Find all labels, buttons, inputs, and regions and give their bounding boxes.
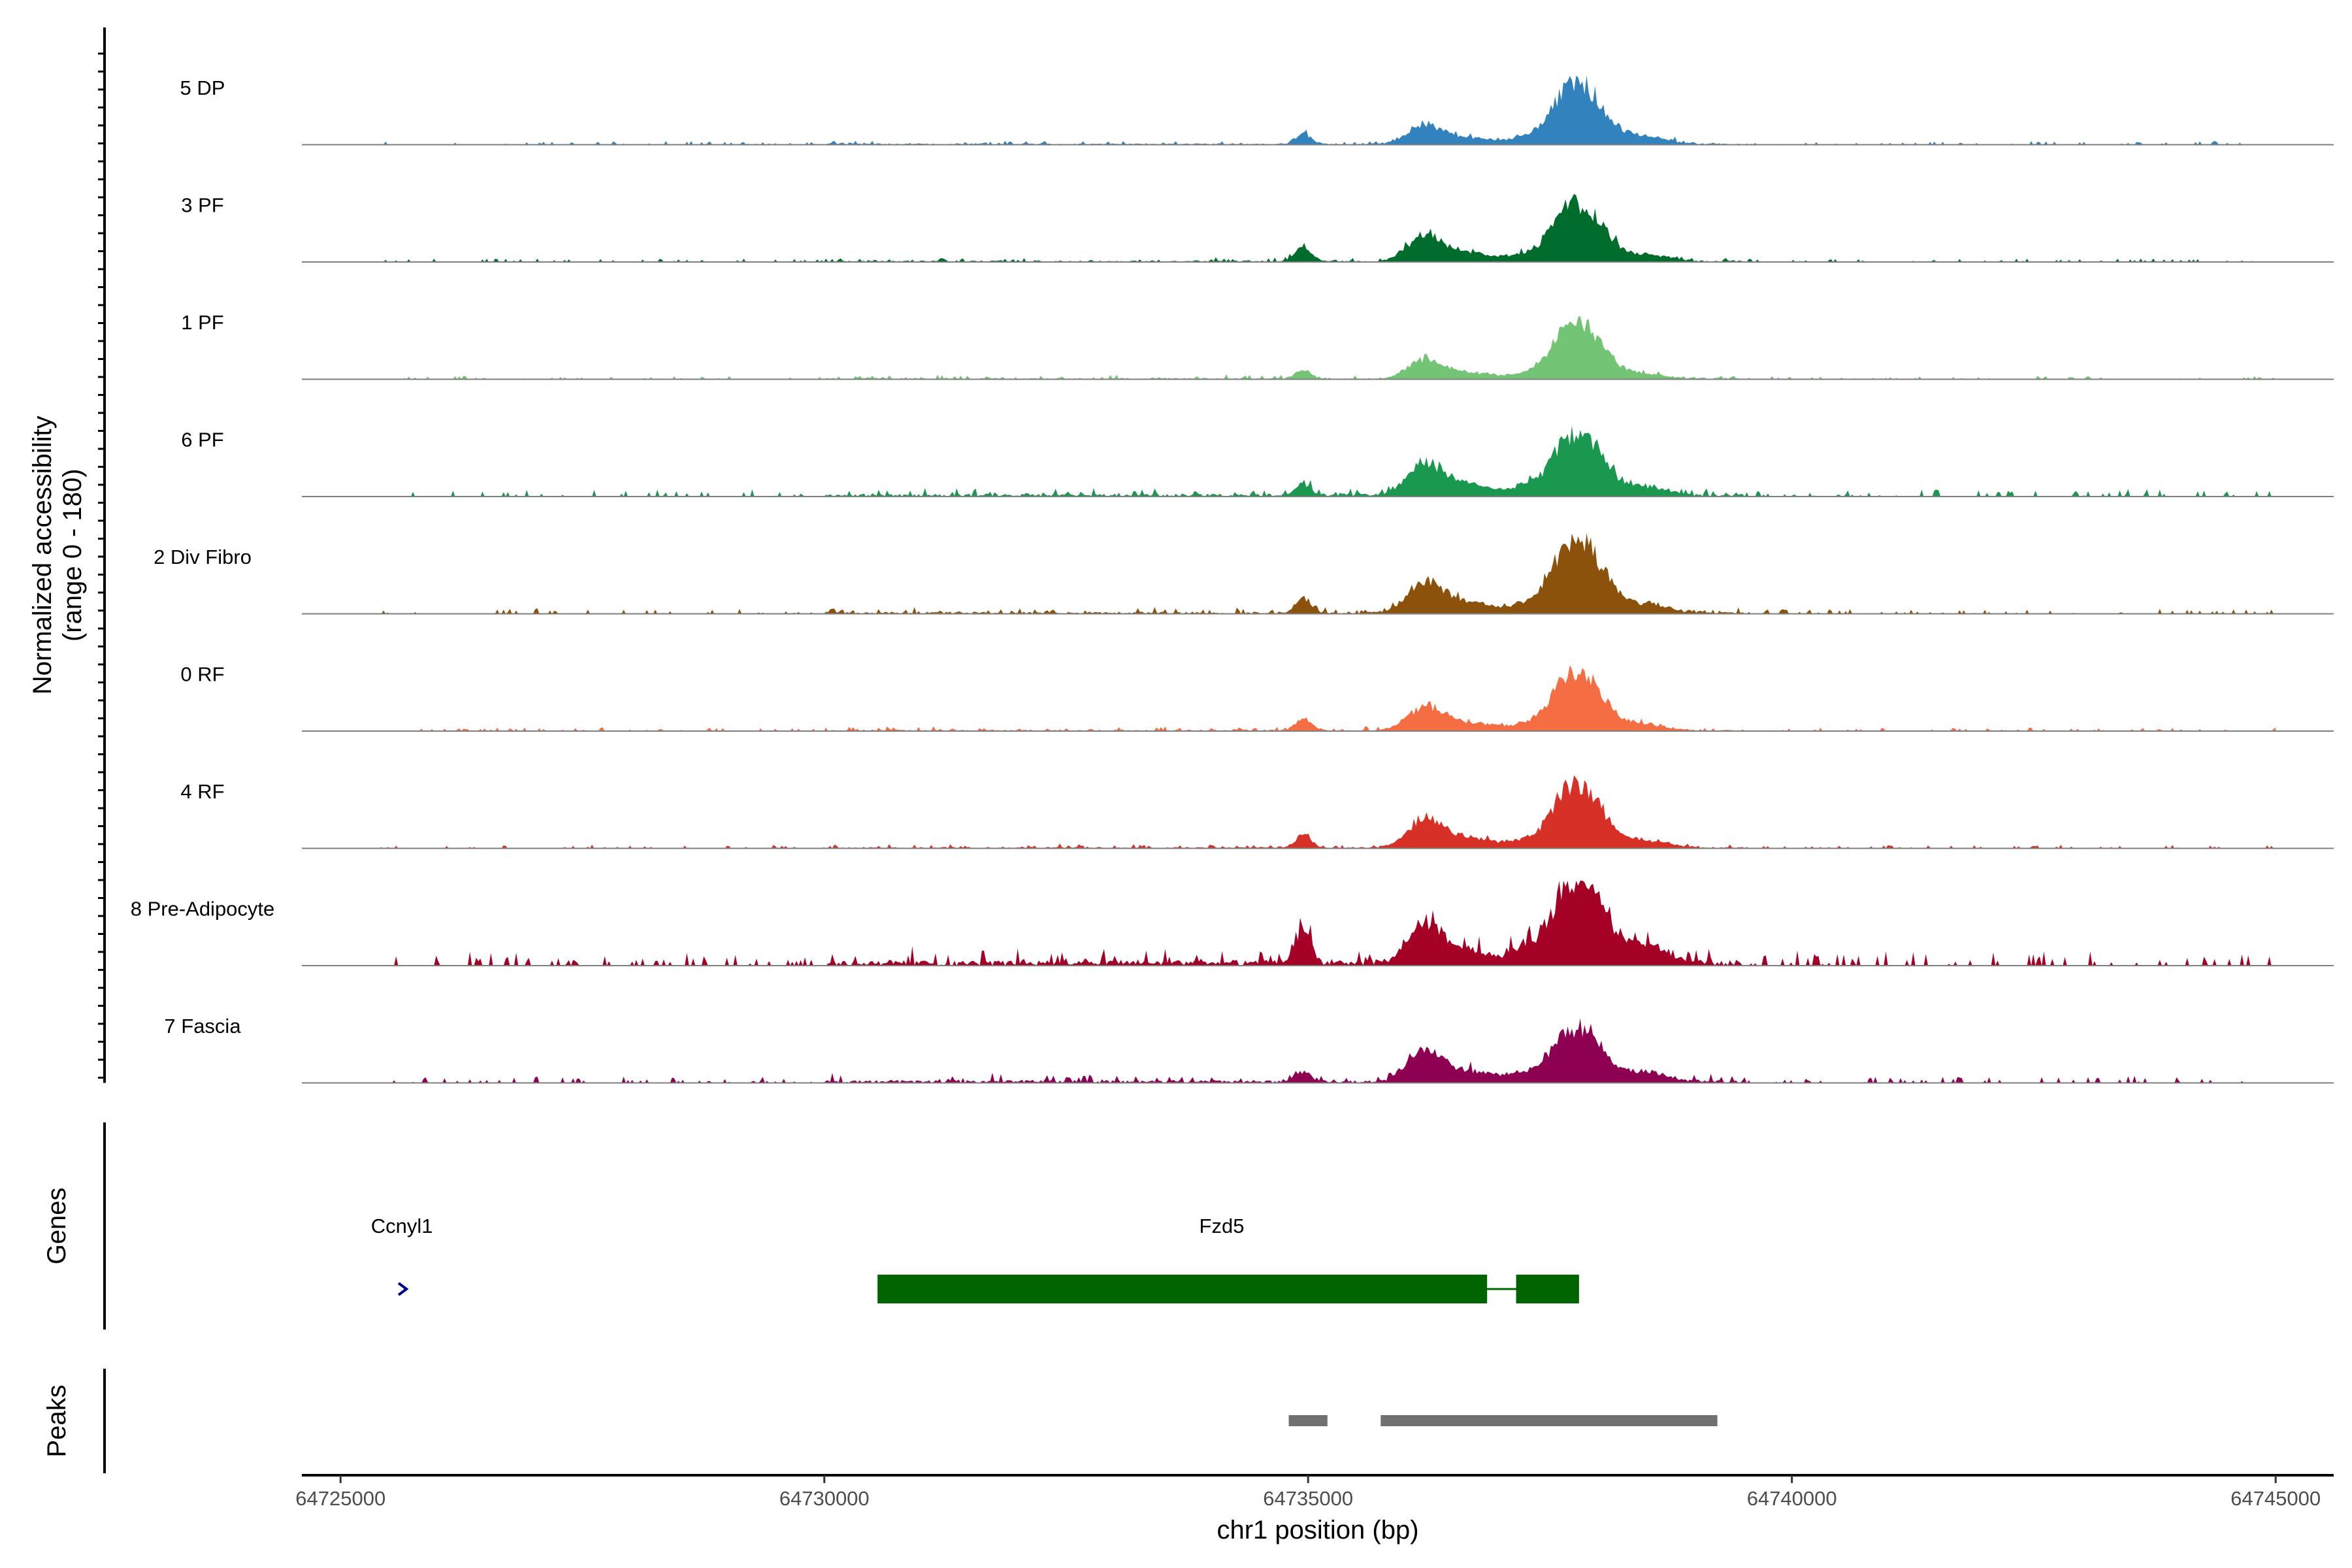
coverage-area-5-dp bbox=[379, 75, 2276, 145]
track-label: 6 PF bbox=[181, 429, 223, 451]
coverage-area-4-rf bbox=[379, 775, 2276, 849]
coverage-area-8-pre-adipocyte bbox=[379, 881, 2276, 966]
track-label: 3 PF bbox=[181, 194, 223, 217]
track-label: 4 RF bbox=[180, 780, 224, 803]
coverage-area-3-pf bbox=[379, 193, 2276, 262]
gene-exon bbox=[877, 1275, 1488, 1303]
gene-exon bbox=[1516, 1275, 1579, 1303]
track-label: 2 Div Fibro bbox=[154, 546, 252, 568]
gene-label: Fzd5 bbox=[1200, 1215, 1245, 1237]
coverage-area-1-pf bbox=[379, 316, 2276, 380]
x-tick-label: 64735000 bbox=[1263, 1487, 1353, 1510]
x-tick-label: 64740000 bbox=[1747, 1487, 1837, 1510]
x-tick-label: 64725000 bbox=[295, 1487, 385, 1510]
peak-region bbox=[1380, 1415, 1718, 1426]
gene-label: Ccnyl1 bbox=[371, 1215, 433, 1237]
peaks-title: Peaks bbox=[42, 1384, 71, 1457]
y-axis-title-line: Normalized accessibility bbox=[28, 416, 57, 694]
track-label: 0 RF bbox=[180, 663, 224, 686]
coverage-area-2-div-fibro bbox=[379, 532, 2276, 614]
genes-title: Genes bbox=[42, 1188, 71, 1265]
y-axis-title-line: (range 0 - 180) bbox=[58, 468, 87, 642]
peak-region bbox=[1288, 1415, 1328, 1426]
track-label: 7 Fascia bbox=[164, 1015, 241, 1037]
coverage-area-7-fascia bbox=[379, 1018, 2276, 1083]
x-tick-label: 64745000 bbox=[2230, 1487, 2321, 1510]
x-tick-label: 64730000 bbox=[779, 1487, 870, 1510]
track-label: 8 Pre-Adipocyte bbox=[131, 898, 275, 921]
coverage-area-0-rf bbox=[379, 665, 2276, 731]
track-label: 1 PF bbox=[181, 311, 223, 334]
x-axis-title: chr1 position (bp) bbox=[1217, 1516, 1418, 1544]
coverage-area-6-pf bbox=[379, 425, 2276, 497]
track-label: 5 DP bbox=[180, 76, 225, 99]
gene-strand-arrow bbox=[397, 1282, 409, 1296]
